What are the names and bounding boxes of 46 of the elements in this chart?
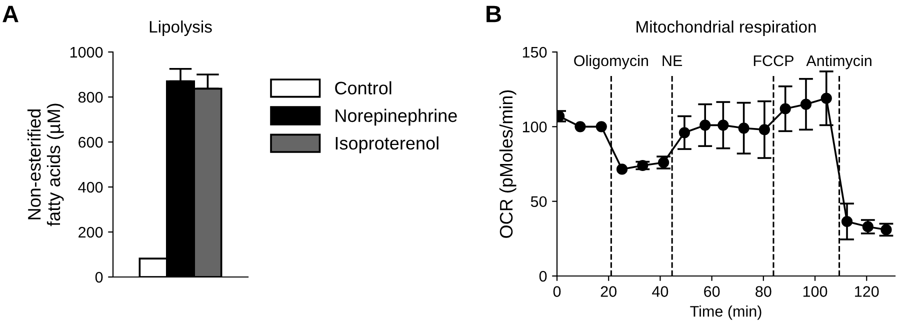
legend-label: Norepinephrine [336, 108, 457, 126]
y-tick-label: 0 [95, 272, 103, 283]
legend-label: Control [335, 81, 392, 94]
x-tick-label: 60 [704, 286, 720, 297]
y-tick-label: 50 [530, 196, 547, 208]
point [841, 216, 853, 228]
x-tick-label: 120 [855, 286, 879, 297]
y-tick-label: 0 [539, 270, 547, 282]
chart-title: Lipolysis [150, 20, 212, 36]
point [758, 124, 770, 136]
point [738, 122, 750, 134]
text: A [2, 6, 18, 22]
point [637, 160, 648, 172]
y-axis-title: OCR (pMoles/min) [499, 90, 516, 238]
ref-line-label: Antimycin [806, 54, 872, 70]
point [880, 224, 892, 236]
y-axis-title: Non-esterified fatty acids (µM) [27, 104, 64, 226]
ref-line-label: Oligomycin [574, 54, 648, 70]
point [574, 121, 586, 132]
y-tick-label: 800 [78, 92, 103, 103]
point [658, 156, 670, 168]
x-tick-label: 0 [553, 286, 561, 297]
point [718, 120, 729, 131]
x-tick-label: 100 [803, 286, 828, 297]
point [596, 121, 607, 132]
point [800, 98, 812, 110]
point [616, 164, 628, 175]
y-tick-label: 600 [78, 136, 103, 148]
point [678, 127, 690, 138]
x-axis-title: Time (min) [690, 306, 762, 320]
point [820, 92, 832, 104]
x-tick-label: 40 [652, 286, 668, 297]
point [700, 120, 711, 131]
y-tick-label: 100 [522, 122, 547, 132]
y-tick-label: 150 [522, 46, 547, 58]
text: B [486, 6, 501, 22]
ref-line-label: NE [662, 56, 682, 66]
chart-title: Mitochondrial respiration [636, 20, 816, 36]
ref-line-label: FCCP [754, 55, 794, 66]
x-tick-label: 80 [756, 286, 772, 297]
point [780, 103, 791, 114]
x-tick-label: 20 [600, 286, 617, 297]
y-tick-label: 200 [78, 226, 103, 238]
legend-label: Isoproterenol [336, 136, 438, 154]
y-tick-label: 1000 [70, 46, 103, 58]
y-tick-label: 400 [78, 182, 103, 193]
